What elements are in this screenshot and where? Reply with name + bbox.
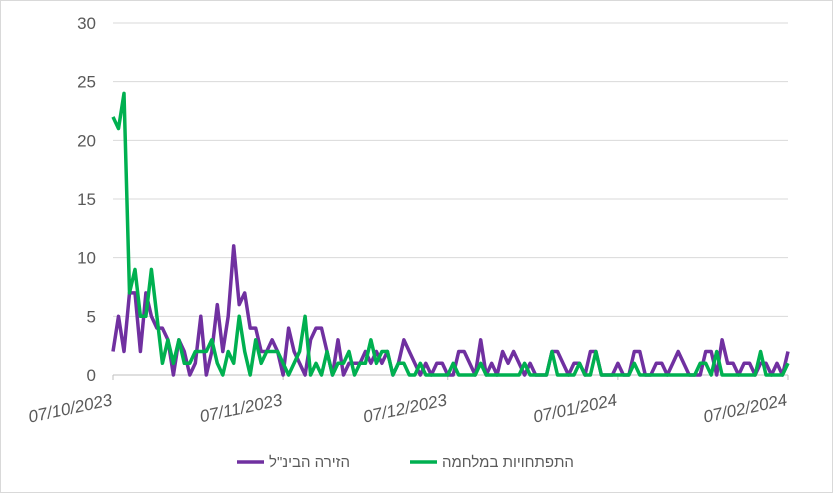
y-tick-label: 15 <box>77 190 96 209</box>
y-tick-label: 30 <box>77 14 96 33</box>
y-tick-label: 5 <box>87 307 96 326</box>
series-line <box>111 91 790 377</box>
y-tick-label: 20 <box>77 131 96 150</box>
legend-text: התפתחויות במלחמה <box>442 454 574 471</box>
y-tick-label: 25 <box>77 73 96 92</box>
series-line <box>111 244 790 377</box>
y-tick-label: 0 <box>87 366 96 385</box>
legend-text: הזירה הבינ"ל <box>269 454 350 471</box>
y-tick-label: 10 <box>77 249 96 268</box>
